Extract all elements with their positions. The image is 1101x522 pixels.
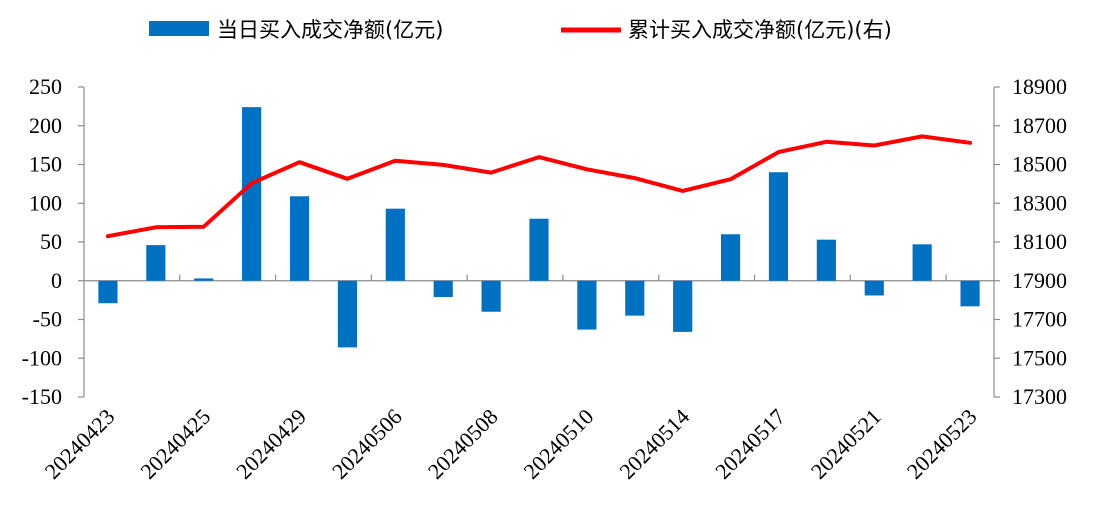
- right-y-tick-label: 17300: [1012, 384, 1067, 409]
- x-tick-label: 20240508: [423, 404, 503, 484]
- bar: [481, 280, 501, 312]
- bar: [529, 218, 549, 281]
- legend-label-daily-net: 当日买入成交净额(亿元): [217, 18, 443, 42]
- bar: [577, 280, 597, 330]
- bar: [721, 234, 741, 281]
- bar-series: [98, 107, 980, 348]
- right-y-tick-label: 18700: [1012, 113, 1067, 138]
- x-tick-label: 20240425: [135, 404, 215, 484]
- left-y-tick-label: 100: [29, 190, 62, 215]
- right-y-tick-label: 17700: [1012, 307, 1067, 332]
- left-y-tick-label: -100: [22, 345, 62, 370]
- x-tick-label: 20240429: [231, 404, 311, 484]
- left-y-tick-label: 0: [51, 268, 62, 293]
- bar: [242, 107, 262, 281]
- x-tick-label: 20240423: [40, 404, 120, 484]
- left-y-tick-label: 250: [29, 74, 62, 99]
- bar: [864, 280, 884, 296]
- left-y-tick-label: -50: [33, 307, 62, 332]
- bar: [768, 172, 789, 281]
- bar: [98, 280, 118, 304]
- x-tick-label: 20240517: [710, 404, 790, 484]
- bar: [289, 196, 310, 281]
- bar: [146, 245, 166, 281]
- bar: [673, 280, 693, 332]
- cumulative-line: [105, 134, 973, 239]
- right-y-tick-label: 17500: [1012, 345, 1067, 370]
- bar: [960, 280, 980, 307]
- legend: 当日买入成交净额(亿元) 累计买入成交净额(亿元)(右): [149, 18, 892, 42]
- left-y-tick-label: -150: [22, 384, 62, 409]
- x-tick-label: 20240521: [806, 404, 886, 484]
- bar: [385, 208, 405, 281]
- bar: [912, 244, 932, 281]
- legend-label-cumulative-net: 累计买入成交净额(亿元)(右): [628, 18, 892, 42]
- right-y-tick-label: 18900: [1012, 74, 1067, 99]
- x-tick-label: 20240523: [902, 404, 982, 484]
- x-tick-label: 20240510: [519, 404, 599, 484]
- bar: [625, 280, 645, 316]
- x-tick-label: 20240514: [614, 404, 694, 484]
- left-y-tick-label: 200: [29, 113, 62, 138]
- line-series: [105, 134, 973, 239]
- legend-swatch-daily-net: [149, 21, 209, 36]
- right-y-tick-label: 18300: [1012, 190, 1067, 215]
- right-y-tick-label: 18100: [1012, 229, 1067, 254]
- bar: [433, 280, 453, 298]
- x-tick-label: 20240506: [327, 404, 407, 484]
- right-y-tick-label: 17900: [1012, 268, 1067, 293]
- left-y-tick-label: 150: [29, 152, 62, 177]
- bar: [194, 278, 214, 281]
- bar: [816, 239, 836, 281]
- bar: [337, 280, 357, 348]
- left-y-tick-label: 50: [40, 229, 62, 254]
- right-y-tick-label: 18500: [1012, 152, 1067, 177]
